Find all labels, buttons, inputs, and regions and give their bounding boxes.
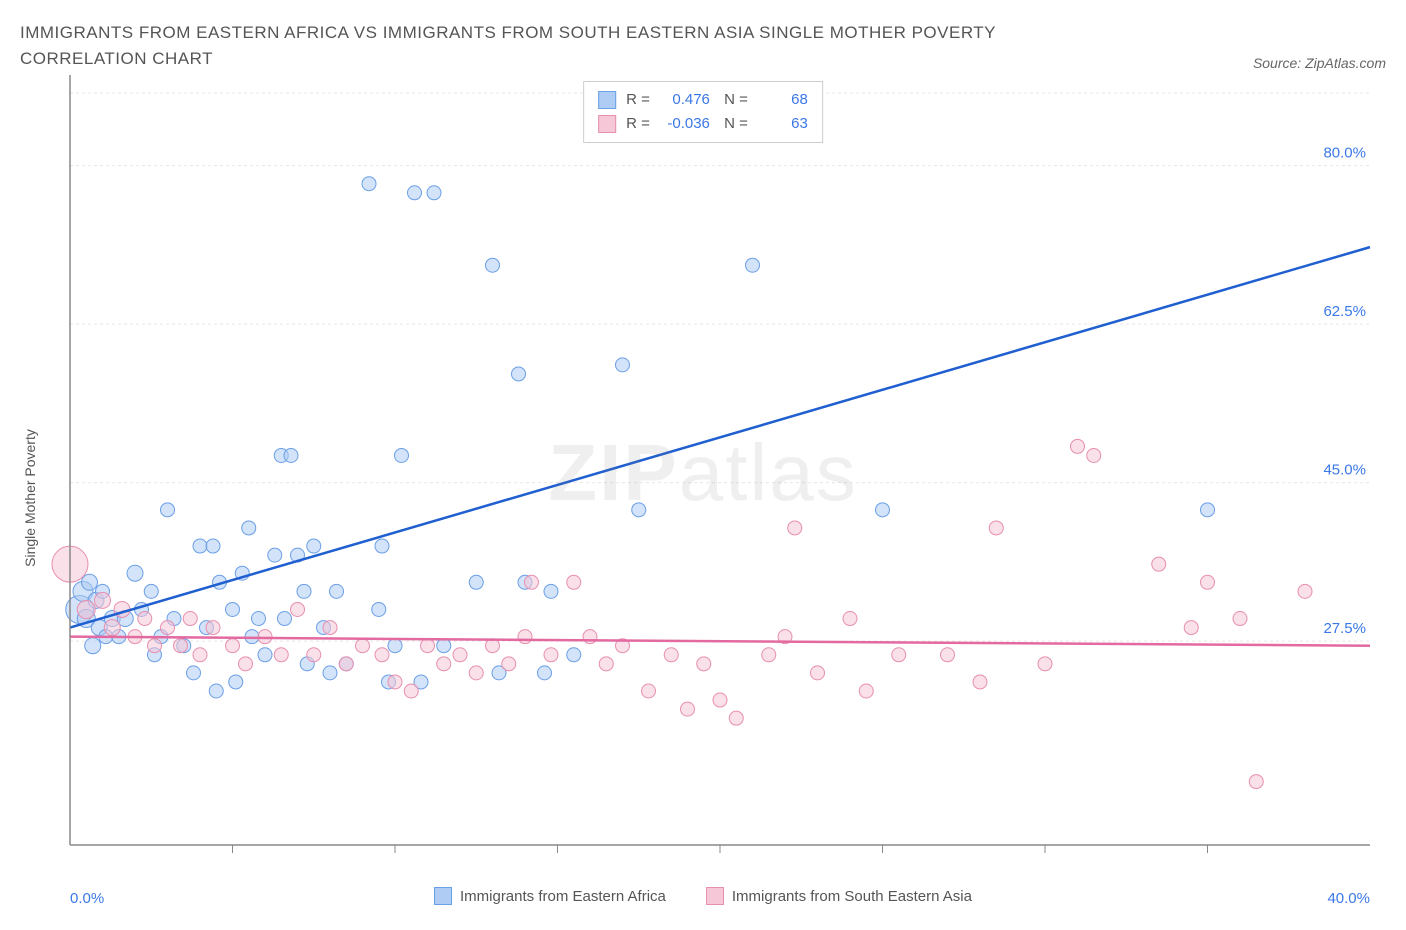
legend-swatch <box>434 887 452 905</box>
chart-container: IMMIGRANTS FROM EASTERN AFRICA VS IMMIGR… <box>20 20 1386 905</box>
legend-swatch <box>706 887 724 905</box>
svg-text:62.5%: 62.5% <box>1323 303 1366 320</box>
svg-text:27.5%: 27.5% <box>1323 620 1366 637</box>
legend-item: Immigrants from South Eastern Asia <box>706 887 972 905</box>
title-row: IMMIGRANTS FROM EASTERN AFRICA VS IMMIGR… <box>20 20 1386 71</box>
legend-item: Immigrants from Eastern Africa <box>434 887 666 905</box>
legend-swatch <box>598 91 616 109</box>
series-legend: Immigrants from Eastern Africa Immigrants… <box>20 887 1386 905</box>
legend-swatch <box>598 115 616 133</box>
stats-legend-row: R =0.476 N =68 <box>598 88 808 112</box>
svg-text:45.0%: 45.0% <box>1323 462 1366 479</box>
chart-area: Single Mother Poverty 27.5% 45.0% 62.5% 80.… <box>20 75 1386 905</box>
chart-title: IMMIGRANTS FROM EASTERN AFRICA VS IMMIGR… <box>20 20 1120 71</box>
scatter-plot: 27.5% 45.0% 62.5% 80.0% <box>20 75 1386 875</box>
chart-source: Source: ZipAtlas.com <box>1253 55 1386 71</box>
stats-legend: R =0.476 N =68 R =-0.036 N =63 <box>583 81 823 143</box>
svg-text:80.0%: 80.0% <box>1323 145 1366 162</box>
y-axis-label: Single Mother Poverty <box>22 429 38 567</box>
stats-legend-row: R =-0.036 N =63 <box>598 112 808 136</box>
